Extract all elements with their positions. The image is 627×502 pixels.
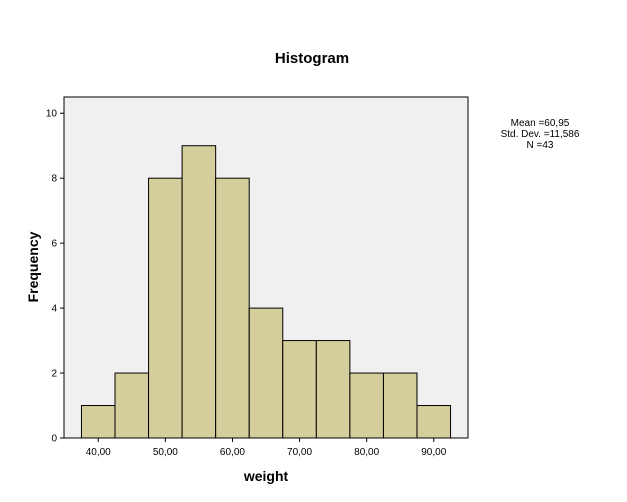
y-axis-title: Frequency [25, 231, 41, 302]
chart-title: Histogram [275, 50, 349, 67]
histogram-bar [148, 177, 183, 439]
y-axis: 0 2 4 6 8 10 [46, 109, 64, 445]
histogram-bar [181, 145, 217, 439]
histogram-bar [80, 405, 116, 439]
y-tick-label: 6 [51, 239, 57, 250]
y-tick-label: 10 [46, 109, 58, 120]
histogram-bar [248, 307, 284, 439]
y-tick-label: 8 [51, 174, 57, 185]
y-tick-label: 4 [51, 304, 57, 315]
histogram-bar [382, 372, 418, 439]
histogram-bar [315, 340, 351, 439]
x-tick-label: 90,00 [421, 447, 446, 458]
x-axis-title: weight [243, 468, 289, 484]
bars-group [80, 145, 452, 439]
histogram-bar [114, 372, 150, 439]
x-tick-label: 70,00 [287, 447, 312, 458]
histogram-bar [215, 177, 250, 439]
histogram-bar [282, 340, 317, 439]
histogram-bar [349, 372, 384, 439]
stat-n: N =43 [527, 140, 554, 151]
x-tick-label: 80,00 [354, 447, 379, 458]
x-tick-label: 40,00 [86, 447, 111, 458]
stat-mean: Mean =60,95 [511, 118, 570, 129]
y-tick-label: 0 [51, 434, 57, 445]
stat-std-dev: Std. Dev. =11,586 [501, 129, 580, 140]
x-axis: 40,00 50,00 60,00 70,00 80,00 90,00 [86, 438, 447, 458]
y-tick-label: 2 [51, 369, 57, 380]
x-tick-label: 50,00 [153, 447, 178, 458]
stats-legend: Mean =60,95 Std. Dev. =11,586 N =43 [501, 118, 580, 151]
x-tick-label: 60,00 [220, 447, 245, 458]
histogram-bar [416, 405, 452, 439]
